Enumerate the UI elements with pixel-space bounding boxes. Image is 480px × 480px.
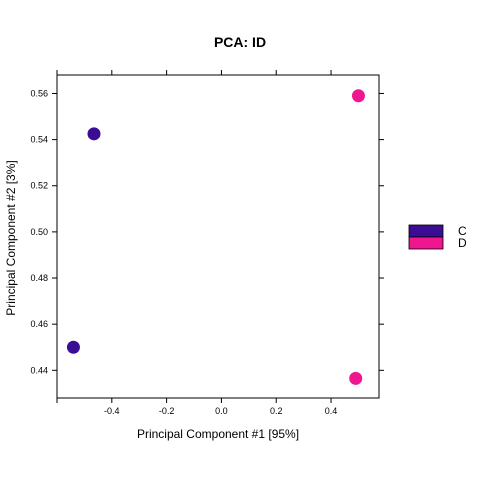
x-tick-label: 0.2 xyxy=(270,406,283,416)
legend-swatch-C xyxy=(408,224,444,238)
data-point-C xyxy=(66,340,80,354)
x-tick-label: -0.2 xyxy=(159,406,175,416)
plot-frame xyxy=(56,74,380,399)
y-axis-title: Principal Component #2 [3%] xyxy=(4,160,18,315)
y-tick-label: 0.46 xyxy=(30,319,48,329)
y-tick-label: 0.50 xyxy=(30,227,48,237)
y-tick-label: 0.48 xyxy=(30,273,48,283)
legend-label-D: D xyxy=(458,236,467,250)
data-point-D xyxy=(349,371,363,385)
x-axis-title: Principal Component #1 [95%] xyxy=(137,427,299,441)
legend-swatch-D xyxy=(408,236,444,250)
y-tick-label: 0.52 xyxy=(30,181,48,191)
x-tick-label: 0.0 xyxy=(215,406,228,416)
x-tick-label: 0.4 xyxy=(325,406,338,416)
axes: -0.4 -0.2 0.0 0.2 0.4 0.44 0.46 0.48 0.50 0.52 0.5… xyxy=(30,70,384,416)
data-point-D xyxy=(351,89,365,103)
data-point-C xyxy=(87,127,101,141)
legend-label-C: C xyxy=(458,224,467,238)
plot-area xyxy=(66,89,365,385)
chart-title: PCA: ID xyxy=(214,34,266,50)
legend: CD xyxy=(408,224,467,250)
y-tick-label: 0.54 xyxy=(30,135,48,145)
x-tick-label: -0.4 xyxy=(104,406,120,416)
y-tick-label: 0.56 xyxy=(30,88,48,98)
y-tick-label: 0.44 xyxy=(30,365,48,375)
